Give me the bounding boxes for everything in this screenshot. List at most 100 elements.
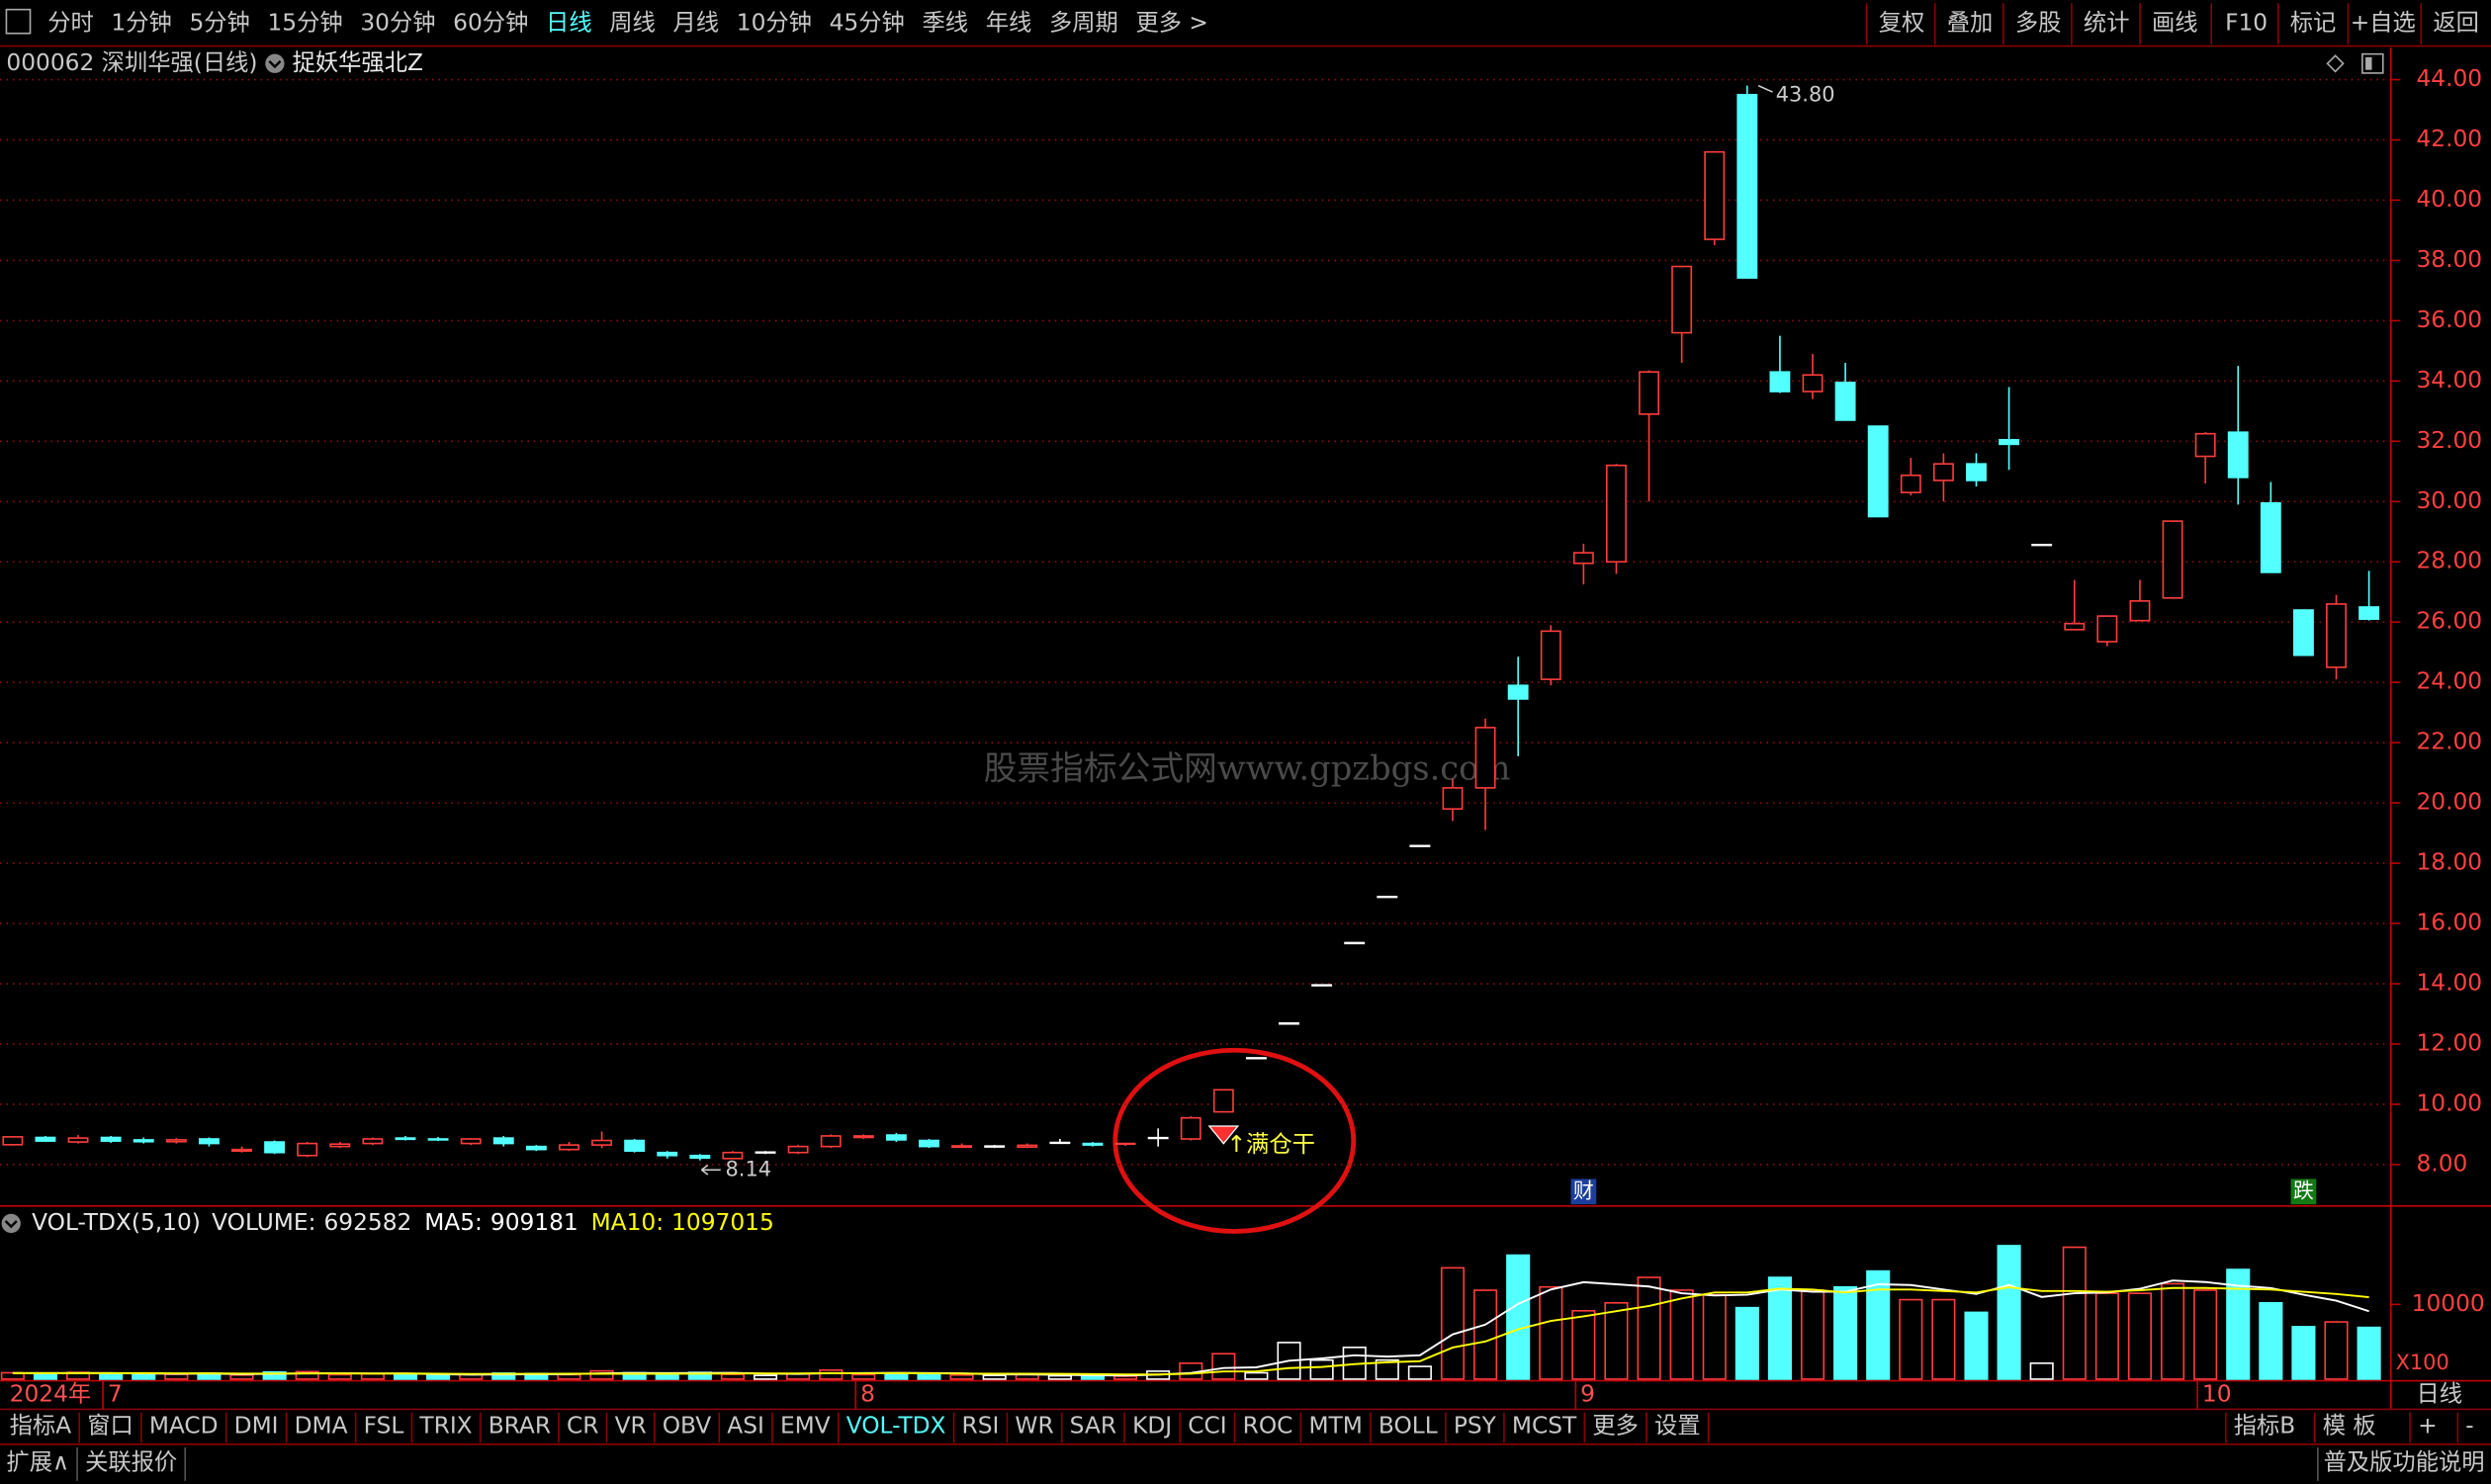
period-tab[interactable]: 多周期 bbox=[1049, 10, 1118, 37]
period-tab[interactable]: 30分钟 bbox=[360, 10, 435, 37]
volume-bar bbox=[2127, 1292, 2153, 1380]
candle-body bbox=[2227, 431, 2249, 479]
period-tab[interactable]: 45分钟 bbox=[830, 10, 905, 37]
toolbar-button[interactable]: 返回 bbox=[2433, 10, 2479, 37]
indicator-tab[interactable]: RSI bbox=[962, 1413, 1000, 1440]
event-marker-bg[interactable] bbox=[2290, 1178, 2317, 1205]
y-tick-label: 32.00 bbox=[2416, 427, 2482, 454]
period-tab[interactable]: 年线 bbox=[986, 10, 1032, 37]
period-tab[interactable]: 更多 > bbox=[1135, 10, 1207, 37]
status-button[interactable]: 关联报价 bbox=[85, 1449, 177, 1476]
diamond-icon[interactable] bbox=[2326, 54, 2345, 73]
indicator-tab[interactable]: CCI bbox=[1188, 1413, 1226, 1440]
volume-bar bbox=[1571, 1310, 1596, 1380]
x-tick-label: 8 bbox=[860, 1381, 875, 1408]
indicator-tab[interactable]: ASI bbox=[727, 1413, 764, 1440]
indicator-tab[interactable]: MTM bbox=[1308, 1413, 1362, 1440]
indicator-tab[interactable]: VOL-TDX bbox=[846, 1413, 946, 1440]
volume-bar bbox=[1964, 1311, 1989, 1380]
period-tab[interactable]: 1分钟 bbox=[111, 10, 171, 37]
menu-icon[interactable] bbox=[5, 8, 32, 35]
indicator-tab[interactable]: - bbox=[2465, 1413, 2473, 1440]
indicator-icon[interactable] bbox=[265, 53, 285, 73]
event-marker: 财 bbox=[1573, 1178, 1594, 1202]
status-button[interactable]: 扩展∧ bbox=[6, 1449, 69, 1476]
vol-icon[interactable] bbox=[1, 1213, 21, 1234]
indicator-tab[interactable]: CR bbox=[567, 1413, 598, 1440]
indicator-tab[interactable]: EMV bbox=[780, 1413, 831, 1440]
indicator-tab[interactable]: 指标B bbox=[2234, 1413, 2296, 1440]
candle-body bbox=[1572, 552, 1594, 565]
volume-bar bbox=[1407, 1365, 1432, 1380]
period-tab[interactable]: 5分钟 bbox=[189, 10, 249, 37]
toolbar-button[interactable]: 复权 bbox=[1879, 10, 1925, 37]
indicator-tab[interactable]: 指标A bbox=[10, 1413, 72, 1440]
indicator-tab[interactable]: DMI bbox=[234, 1413, 279, 1440]
indicator-tab[interactable]: ROC bbox=[1243, 1413, 1293, 1440]
period-tab[interactable]: 分时 bbox=[47, 10, 94, 37]
volume-bar bbox=[360, 1372, 385, 1380]
period-tab[interactable]: 月线 bbox=[673, 10, 720, 37]
indicator-tab[interactable]: TRIX bbox=[418, 1413, 472, 1440]
toolbar-button[interactable]: 多股 bbox=[2015, 10, 2062, 37]
indicator-tab[interactable]: WR bbox=[1015, 1413, 1053, 1440]
legend-value: 692582 bbox=[323, 1209, 411, 1236]
period-tab[interactable]: 60分钟 bbox=[453, 10, 528, 37]
candle-body bbox=[624, 1139, 646, 1153]
volume-bar bbox=[1047, 1374, 1072, 1380]
candle-body bbox=[2, 1136, 24, 1146]
event-marker-bg[interactable] bbox=[1570, 1178, 1597, 1205]
period-label: 日线 bbox=[2416, 1381, 2462, 1408]
window-icon[interactable] bbox=[2361, 52, 2384, 74]
candle-body bbox=[35, 1136, 56, 1142]
toolbar-button[interactable]: F10 bbox=[2225, 10, 2268, 37]
event-marker: 跌 bbox=[2293, 1178, 2314, 1202]
volume-bar bbox=[295, 1370, 319, 1380]
candle-body bbox=[1082, 1142, 1104, 1146]
candle-body bbox=[133, 1139, 154, 1143]
candle-body bbox=[1017, 1144, 1038, 1149]
candle-body bbox=[1867, 425, 1889, 518]
volume-bar bbox=[2094, 1292, 2119, 1380]
indicator-label: VOL-TDX(5,10) bbox=[32, 1209, 201, 1236]
period-tab[interactable]: 季线 bbox=[922, 10, 968, 37]
indicator-tab[interactable]: 更多 bbox=[1592, 1413, 1639, 1440]
indicator-tab[interactable]: BRAR bbox=[489, 1413, 551, 1440]
status-help[interactable]: 普及版功能说明 bbox=[2324, 1449, 2485, 1476]
toolbar-button[interactable]: 统计 bbox=[2084, 10, 2130, 37]
toolbar-button[interactable]: +自选 bbox=[2351, 10, 2416, 37]
y-tick-label: 16.00 bbox=[2416, 910, 2482, 936]
volume-bar bbox=[262, 1370, 287, 1380]
period-tab[interactable]: 15分钟 bbox=[268, 10, 343, 37]
indicator-tab[interactable]: BOLL bbox=[1379, 1413, 1438, 1440]
indicator-tab[interactable]: MCST bbox=[1512, 1413, 1577, 1440]
indicator-tab[interactable]: DMA bbox=[295, 1413, 348, 1440]
legend-value: 1097015 bbox=[671, 1209, 774, 1236]
indicator-tab[interactable]: SAR bbox=[1070, 1413, 1116, 1440]
toolbar-button[interactable]: 标记 bbox=[2290, 10, 2337, 37]
indicator-tab[interactable]: VR bbox=[615, 1413, 647, 1440]
volume-bar bbox=[557, 1373, 581, 1380]
period-tab[interactable]: 10分钟 bbox=[737, 10, 812, 37]
indicator-tab[interactable]: 模 板 bbox=[2323, 1413, 2376, 1440]
toolbar-button[interactable]: 画线 bbox=[2152, 10, 2198, 37]
candle-body bbox=[1834, 382, 1856, 421]
y-tick-label: 28.00 bbox=[2416, 548, 2482, 574]
indicator-tab[interactable]: OBV bbox=[663, 1413, 712, 1440]
indicator-tab[interactable]: 窗口 bbox=[87, 1413, 133, 1440]
period-tab[interactable]: 周线 bbox=[609, 10, 656, 37]
y-tick-label: 14.00 bbox=[2416, 970, 2482, 997]
toolbar-button[interactable]: 叠加 bbox=[1947, 10, 1994, 37]
indicator-tab[interactable]: MACD bbox=[149, 1413, 219, 1440]
y-tick-label: 10.00 bbox=[2416, 1090, 2482, 1116]
indicator-tab[interactable]: 设置 bbox=[1654, 1413, 1701, 1440]
period-tab[interactable]: 日线 bbox=[546, 10, 592, 37]
indicator-tab[interactable]: FSL bbox=[364, 1413, 404, 1440]
indicator-tab[interactable]: + bbox=[2418, 1413, 2438, 1440]
volume-bar bbox=[1833, 1285, 1858, 1380]
y-tick-label: 20.00 bbox=[2416, 789, 2482, 816]
candle-body bbox=[919, 1139, 939, 1148]
candle-body bbox=[787, 1145, 809, 1154]
indicator-tab[interactable]: PSY bbox=[1454, 1413, 1497, 1440]
indicator-tab[interactable]: KDJ bbox=[1132, 1413, 1172, 1440]
